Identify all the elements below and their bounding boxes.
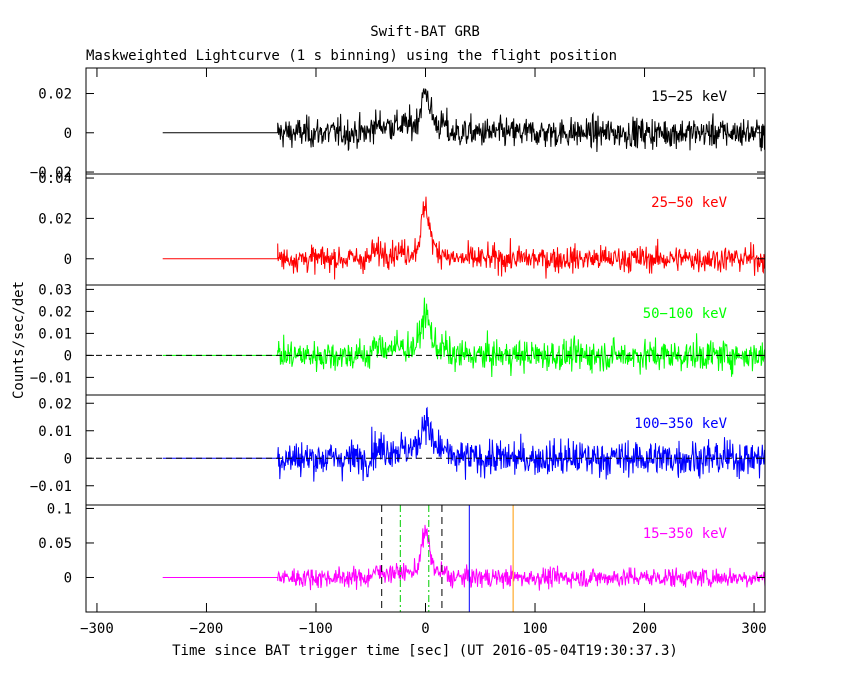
legend-label: 100−350 keV — [634, 416, 727, 432]
y-tick-label: −0.01 — [30, 479, 72, 495]
panel-2: 0 0.02 0.04 25−50 keV — [38, 171, 766, 286]
y-tick-label: 0 — [64, 126, 72, 142]
y-tick-label: 0 — [64, 348, 72, 364]
y-tick-label: 0.01 — [38, 326, 72, 342]
panel-5: 0 0.05 0.1 15−350 keV — [38, 501, 766, 613]
y-tick-label: 0.01 — [38, 424, 72, 440]
panel-data — [162, 196, 765, 280]
y-tick-label: 0.04 — [38, 171, 72, 187]
y-tick-label: 0.02 — [38, 396, 72, 412]
legend-label: 15−350 keV — [643, 526, 728, 542]
y-tick-label: −0.01 — [30, 370, 72, 386]
panel-3: −0.01 0 0.01 0.02 0.03 50−100 keV — [30, 282, 766, 396]
y-tick-label: 0 — [64, 570, 72, 586]
y-tick-label: 0 — [64, 252, 72, 268]
panel-data — [86, 406, 765, 482]
y-tick-label: 0 — [64, 451, 72, 467]
panel-frame — [85, 67, 766, 175]
y-tick-label: 0.03 — [38, 282, 72, 298]
panel-frame — [85, 284, 766, 396]
panels: −0.02 0 0.02 15−25 keV 0 0.02 0.04 25−50 keV −0.… — [30, 67, 766, 613]
x-tick-label: 0 — [421, 621, 429, 637]
x-tick-label: −200 — [190, 621, 224, 637]
y-tick-label: 0.05 — [38, 536, 72, 552]
x-axis-label: Time since BAT trigger time [sec] (UT 20… — [172, 643, 678, 659]
y-axis-label: Counts/sec/det — [11, 281, 27, 399]
y-tick-label: 0.02 — [38, 87, 72, 103]
panel-frame — [85, 173, 766, 286]
series-line — [162, 297, 765, 378]
y-tick-label: −0.02 — [30, 165, 72, 181]
y-tick-label: 0.02 — [38, 304, 72, 320]
x-axis: −300 −200 −100 0 100 200 300 — [80, 68, 767, 637]
x-tick-label: 200 — [632, 621, 657, 637]
y-tick-label: 0.02 — [38, 211, 72, 227]
series-line — [162, 88, 765, 153]
panel-frame — [85, 504, 766, 613]
x-tick-label: −300 — [80, 621, 114, 637]
x-tick-label: 300 — [741, 621, 766, 637]
panel-data — [162, 88, 765, 153]
x-tick-label: 100 — [522, 621, 547, 637]
chart-subtitle: Maskweighted Lightcurve (1 s binning) us… — [86, 48, 617, 64]
x-tick-label: −100 — [299, 621, 333, 637]
panel-data — [162, 505, 765, 612]
chart-title: Swift-BAT GRB — [370, 24, 480, 40]
legend-label: 50−100 keV — [643, 306, 728, 322]
panel-4: −0.01 0 0.01 0.02 100−350 keV — [30, 394, 766, 506]
legend-label: 15−25 keV — [651, 89, 727, 105]
panel-data — [86, 297, 765, 378]
series-line — [162, 524, 765, 591]
series-line — [162, 406, 765, 482]
panel-1: −0.02 0 0.02 15−25 keV — [30, 67, 766, 181]
legend-label: 25−50 keV — [651, 195, 727, 211]
y-tick-label: 0.1 — [47, 501, 72, 517]
series-line — [162, 196, 765, 280]
